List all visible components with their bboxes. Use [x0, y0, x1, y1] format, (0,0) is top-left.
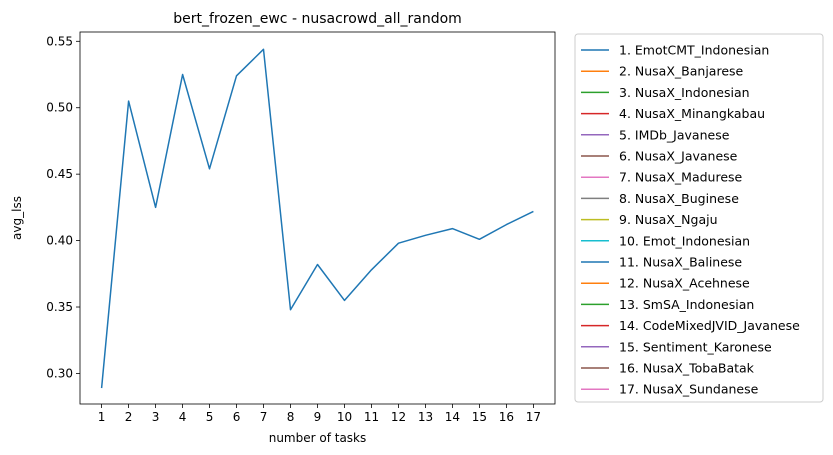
x-tick-label: 14	[445, 410, 460, 424]
legend-item: 5. IMDb_Javanese	[581, 127, 730, 142]
x-tick-label: 1	[98, 410, 106, 424]
legend-label: 15. Sentiment_Karonese	[619, 339, 772, 354]
y-axis-label: avg_lss	[10, 196, 24, 240]
x-tick-label: 2	[125, 410, 133, 424]
legend-item: 8. NusaX_Buginese	[581, 191, 739, 206]
legend-label: 10. Emot_Indonesian	[619, 233, 750, 248]
legend-item: 15. Sentiment_Karonese	[581, 339, 772, 354]
legend-label: 9. NusaX_Ngaju	[619, 212, 718, 227]
x-tick-label: 13	[418, 410, 433, 424]
x-tick-label: 10	[337, 410, 352, 424]
legend-label: 7. NusaX_Madurese	[619, 170, 743, 185]
legend-item: 7. NusaX_Madurese	[581, 170, 743, 185]
x-tick-label: 16	[499, 410, 514, 424]
y-tick-label: 0.40	[46, 234, 73, 248]
y-tick-label: 0.50	[46, 101, 73, 115]
legend-label: 11. NusaX_Balinese	[619, 255, 742, 270]
legend-label: 2. NusaX_Banjarese	[619, 64, 744, 79]
legend-item: 10. Emot_Indonesian	[581, 233, 750, 248]
x-tick-label: 9	[314, 410, 322, 424]
y-tick-label: 0.35	[46, 300, 73, 314]
legend-item: 1. EmotCMT_Indonesian	[581, 43, 769, 58]
legend-item: 14. CodeMixedJVID_Javanese	[581, 318, 800, 333]
y-tick-label: 0.45	[46, 167, 73, 181]
x-tick-label: 12	[391, 410, 406, 424]
legend-label: 5. IMDb_Javanese	[619, 127, 730, 142]
legend-label: 16. NusaX_TobaBatak	[619, 361, 755, 376]
legend-label: 17. NusaX_Sundanese	[619, 382, 759, 397]
legend-item: 9. NusaX_Ngaju	[581, 212, 718, 227]
legend-item: 2. NusaX_Banjarese	[581, 64, 744, 79]
x-tick-label: 6	[233, 410, 241, 424]
legend: 1. EmotCMT_Indonesian 2. NusaX_Banjarese 3…	[574, 33, 824, 403]
x-tick-label: 11	[364, 410, 379, 424]
plot-area: 1 2 3 4 5 6 7 8 9 10 11 12 13 14 15 16 170.300.350.400.4…	[46, 31, 556, 424]
x-tick-label: 17	[526, 410, 541, 424]
legend-label: 13. SmSA_Indonesian	[619, 297, 754, 312]
legend-box	[574, 33, 824, 403]
chart-title: bert_frozen_ewc - nusacrowd_all_random	[173, 11, 462, 27]
legend-label: 6. NusaX_Javanese	[619, 149, 738, 164]
legend-item: 4. NusaX_Minangkabau	[581, 106, 765, 121]
y-tick-label: 0.30	[46, 366, 73, 380]
x-tick-label: 8	[287, 410, 295, 424]
legend-item: 17. NusaX_Sundanese	[581, 382, 759, 397]
legend-label: 1. EmotCMT_Indonesian	[619, 43, 769, 58]
legend-item: 13. SmSA_Indonesian	[581, 297, 754, 312]
legend-label: 14. CodeMixedJVID_Javanese	[619, 318, 800, 333]
x-tick-label: 4	[179, 410, 187, 424]
legend-label: 3. NusaX_Indonesian	[619, 85, 750, 100]
x-tick-label: 7	[260, 410, 268, 424]
y-tick-label: 0.55	[46, 34, 73, 48]
x-axis-label: number of tasks	[269, 431, 367, 445]
legend-item: 16. NusaX_TobaBatak	[581, 361, 755, 376]
legend-item: 3. NusaX_Indonesian	[581, 85, 750, 100]
x-tick-label: 5	[206, 410, 214, 424]
x-tick-label: 15	[472, 410, 487, 424]
series-line	[100, 48, 534, 389]
legend-item: 11. NusaX_Balinese	[581, 255, 742, 270]
legend-item: 12. NusaX_Acehnese	[581, 276, 750, 291]
x-tick-label: 3	[152, 410, 160, 424]
legend-label: 4. NusaX_Minangkabau	[619, 106, 765, 121]
legend-label: 8. NusaX_Buginese	[619, 191, 739, 206]
legend-item: 6. NusaX_Javanese	[581, 149, 738, 164]
legend-label: 12. NusaX_Acehnese	[619, 276, 750, 291]
